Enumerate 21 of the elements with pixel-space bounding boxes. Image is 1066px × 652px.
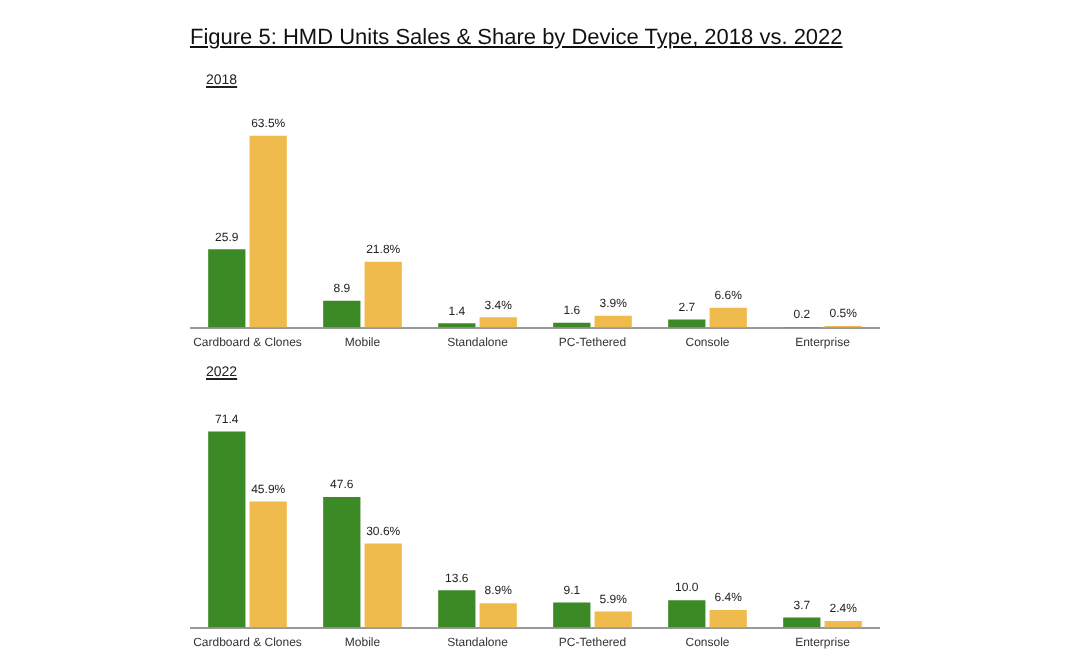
chart-title: Figure 5: HMD Units Sales & Share by Device Type, 2018 vs. 2022 [190,26,843,50]
bar [553,602,591,628]
bar [323,496,361,628]
bar [249,501,287,628]
bar [479,317,517,328]
bar [479,603,517,628]
bar [668,319,706,328]
bar [594,611,632,628]
bar [824,621,862,628]
bar [709,307,747,328]
bar [438,590,476,628]
bar [208,249,246,328]
bar [323,300,361,328]
bar [364,543,402,628]
bar [364,261,402,328]
bar [249,135,287,328]
bar [668,600,706,628]
bar [709,610,747,628]
bar [208,431,246,628]
bar [594,315,632,328]
bar [783,617,821,628]
